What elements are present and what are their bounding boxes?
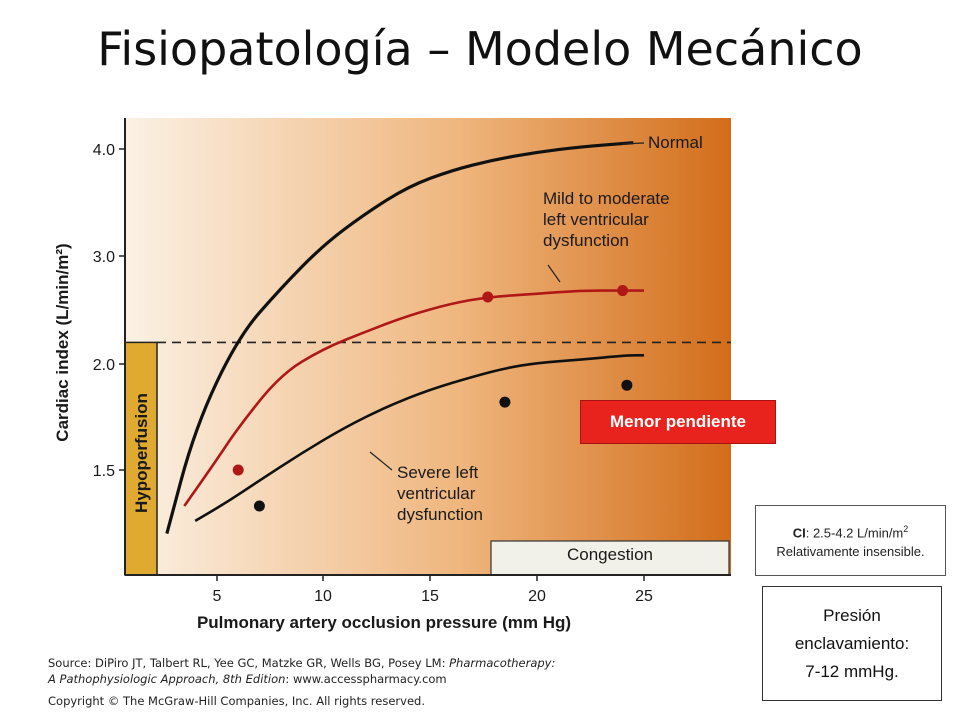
mild-label-line: Mild to moderate (543, 189, 670, 208)
slide-title: Fisiopatología – Modelo Mecánico (97, 22, 863, 76)
source-book: Pharmacotherapy: (449, 656, 556, 670)
severe-dysfunction-curve (194, 354, 644, 523)
ci-info-box: CI: 2.5-4.2 L/min/m2 Relativamente insen… (755, 505, 946, 576)
pressure-line-3: 7-12 mmHg. (805, 661, 899, 681)
source-url: : www.accesspharmacy.com (285, 672, 447, 686)
pressure-line-1: Presión (823, 605, 881, 625)
ci-sup: 2 (903, 523, 909, 534)
mild-dysfunction-marker (482, 291, 494, 303)
severe-leader (369, 451, 393, 471)
copyright-line: Copyright © The McGraw-Hill Companies, I… (48, 694, 425, 708)
hypoperfusion-label: Hypoperfusion (132, 393, 151, 513)
ci-line: CI: 2.5-4.2 L/min/m2 (793, 520, 909, 542)
slope-callout: Menor pendiente (580, 400, 776, 444)
plot-background (125, 118, 731, 575)
x-tick-label: 15 (421, 588, 439, 605)
congestion-region (490, 540, 730, 576)
mild-dysfunction-marker (617, 285, 629, 297)
x-tick-label: 10 (314, 588, 332, 605)
slope-callout-text: Menor pendiente (609, 412, 746, 431)
mild-label-line: dysfunction (543, 231, 629, 250)
severe-label-line: dysfunction (397, 505, 483, 524)
x-tick-label: 5 (213, 588, 222, 605)
ci-label: CI (792, 525, 806, 541)
normal-leader (621, 142, 645, 145)
x-tick-label: 25 (635, 588, 653, 605)
source-prefix: Source: DiPiro JT, Talbert RL, Yee GC, M… (48, 656, 450, 670)
x-tick-label: 20 (528, 588, 546, 605)
pressure-info-box: Presión enclavamiento: 7-12 mmHg. (762, 586, 942, 701)
source-line-1: Source: DiPiro JT, Talbert RL, Yee GC, M… (48, 656, 555, 670)
y-axis-label: Cardiac index (L/min/m²) (53, 243, 72, 441)
ci-note: Relativamente insensible. (776, 544, 925, 560)
y-tick-label: 2.0 (93, 357, 115, 374)
ci-range: : 2.5-4.2 L/min/m (805, 525, 904, 541)
severe-dysfunction-marker (499, 396, 511, 408)
pressure-line-2: enclavamiento: (794, 633, 910, 653)
severe-dysfunction-marker (253, 500, 265, 512)
source-subtitle: A Pathophysiologic Approach, 8th Edition (48, 672, 286, 686)
mild-label-line: left ventricular (543, 210, 649, 229)
mild-dysfunction-marker (232, 464, 244, 476)
normal-label: Normal (648, 133, 703, 152)
y-tick-label: 1.5 (93, 463, 115, 480)
severe-dysfunction-marker (621, 379, 633, 391)
y-tick-label: 3.0 (93, 249, 115, 266)
x-axis-label: Pulmonary artery occlusion pressure (mm … (197, 613, 571, 632)
congestion-label: Congestion (567, 545, 653, 564)
severe-label-line: Severe left (397, 463, 479, 482)
mild-dysfunction-curve (183, 289, 644, 507)
severe-label-line: ventricular (397, 484, 476, 503)
normal-curve (165, 141, 634, 535)
y-tick-label: 4.0 (93, 142, 115, 159)
mild-leader (547, 264, 561, 283)
source-line-2: A Pathophysiologic Approach, 8th Edition… (48, 672, 447, 686)
